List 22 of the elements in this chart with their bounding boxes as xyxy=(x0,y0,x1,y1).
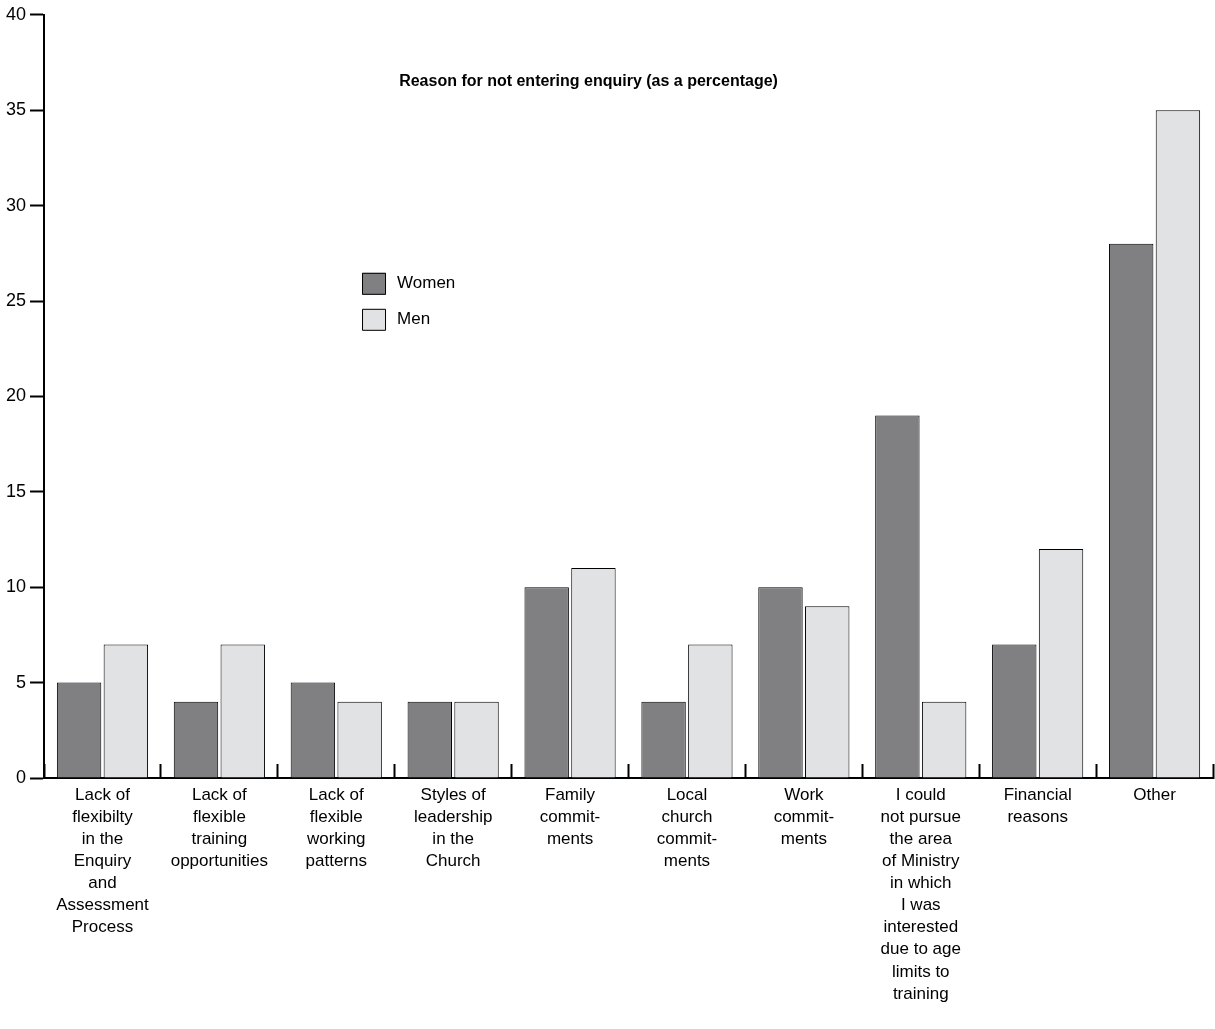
text: Reason for not entering enquiry (as a percentage) xyxy=(399,72,778,90)
x-tick-label: Lack of flexible working patterns xyxy=(305,784,367,871)
y-tick-label: 30 xyxy=(5,194,27,215)
y-tick-label: 0 xyxy=(16,766,27,787)
x-tick-label: Financial reasons xyxy=(1003,784,1072,826)
x-tick-label: Lack of flexibilty in the Enquiry and Assessment Process xyxy=(56,784,150,937)
y-tick-label: 15 xyxy=(5,480,27,501)
y-tick-label: 10 xyxy=(5,576,27,597)
legend-label: Women xyxy=(397,273,456,293)
x-tick-label: Styles of leadership in the Church xyxy=(413,784,493,871)
x-tick-label: Lack of flexible training opportunities xyxy=(170,784,269,871)
y-tick-label: 5 xyxy=(16,671,27,692)
x-tick-label: Work commit- ments xyxy=(773,784,835,848)
legend-label: Men xyxy=(397,309,431,329)
x-tick-label: Local church commit- ments xyxy=(656,784,718,871)
x-tick-label: Other xyxy=(1133,784,1177,804)
x-tick-label: Family commit- ments xyxy=(539,784,601,848)
y-tick-label: 20 xyxy=(5,385,27,406)
category-label: I could not pursue the area of Ministry in which I was interested due to age limits to training xyxy=(880,784,961,1003)
y-tick-label: 35 xyxy=(5,99,27,120)
y-tick-label: 40 xyxy=(5,3,27,24)
y-tick-label: 25 xyxy=(5,289,27,310)
